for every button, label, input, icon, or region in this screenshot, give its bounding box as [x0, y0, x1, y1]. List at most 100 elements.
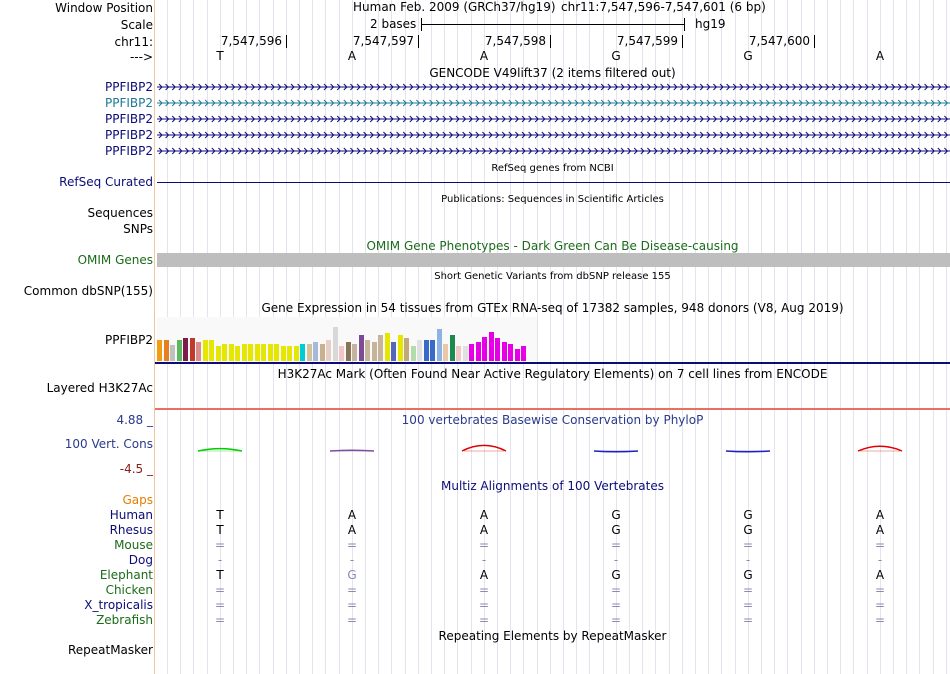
gtex-tissue-bar[interactable] — [443, 344, 449, 361]
gtex-tissue-bar[interactable] — [456, 346, 462, 361]
gtex-tissue-bar[interactable] — [430, 340, 436, 361]
gtex-tissue-bar[interactable] — [462, 346, 468, 361]
multiz-species-label[interactable]: Zebrafish — [96, 613, 153, 627]
refseq-label[interactable]: RefSeq Curated — [59, 175, 153, 189]
gtex-tissue-bar[interactable] — [384, 333, 390, 361]
gtex-tissue-bar[interactable] — [261, 344, 267, 361]
gtex-tissue-bar[interactable] — [488, 332, 494, 361]
gtex-tissue-bar[interactable] — [254, 344, 260, 361]
gtex-tissue-bar[interactable] — [365, 340, 371, 361]
multiz-species-label[interactable]: Mouse — [114, 538, 153, 552]
gencode-title[interactable]: GENCODE V49lift37 (2 items filtered out) — [429, 66, 676, 80]
gtex-tissue-bar[interactable] — [241, 344, 247, 361]
gtex-tissue-bar[interactable] — [391, 342, 397, 361]
gtex-tissue-bar[interactable] — [326, 340, 332, 361]
gtex-tissue-bar[interactable] — [332, 327, 338, 361]
repeatmasker-title[interactable]: Repeating Elements by RepeatMasker — [438, 629, 667, 643]
gtex-tissue-bar[interactable] — [358, 335, 364, 361]
gtex-tissue-bar[interactable] — [521, 346, 527, 361]
gtex-tissue-bar[interactable] — [319, 344, 325, 361]
gtex-tissue-bar[interactable] — [274, 344, 280, 361]
pubs-snps-label[interactable]: SNPs — [123, 222, 153, 236]
gtex-tissue-bar[interactable] — [300, 344, 306, 361]
multiz-species-label[interactable]: Elephant — [99, 568, 153, 582]
gencode-transcript-line[interactable] — [157, 114, 950, 124]
repeatmasker-label[interactable]: RepeatMasker — [67, 643, 153, 657]
gtex-label[interactable]: PPFIBP2 — [104, 333, 153, 347]
gtex-tissue-bar[interactable] — [176, 340, 182, 361]
h3k27ac-title[interactable]: H3K27Ac Mark (Often Found Near Active Re… — [277, 367, 828, 381]
phylop-plot[interactable] — [155, 432, 950, 472]
pubs-sequences-label[interactable]: Sequences — [87, 206, 153, 220]
phylop-score-mark[interactable] — [461, 444, 507, 452]
gtex-tissue-bar[interactable] — [157, 340, 163, 361]
h3k27ac-label[interactable]: Layered H3K27Ac — [46, 381, 153, 395]
gtex-tissue-bar[interactable] — [495, 338, 501, 361]
gencode-item-label[interactable]: PPFIBP2 — [104, 80, 153, 94]
gtex-tissue-bar[interactable] — [404, 338, 410, 361]
gtex-tissue-bar[interactable] — [449, 335, 455, 361]
gtex-tissue-bar[interactable] — [287, 346, 293, 361]
gtex-tissue-bar[interactable] — [514, 349, 520, 361]
gtex-tissue-bar[interactable] — [482, 337, 488, 361]
multiz-species-label[interactable]: Human — [109, 508, 153, 522]
gtex-tissue-bar[interactable] — [339, 346, 345, 361]
gencode-item-label[interactable]: PPFIBP2 — [104, 112, 153, 126]
phylop-score-mark[interactable] — [857, 445, 903, 452]
dbsnp-title[interactable]: Short Genetic Variants from dbSNP releas… — [434, 271, 671, 282]
gtex-tissue-bar[interactable] — [209, 340, 215, 361]
gtex-tissue-bar[interactable] — [436, 329, 442, 361]
phylop-title[interactable]: 100 vertebrates Basewise Conservation by… — [401, 413, 704, 427]
gtex-tissue-bar[interactable] — [508, 344, 514, 361]
gtex-tissue-bar[interactable] — [267, 344, 273, 361]
multiz-species-label[interactable]: Dog — [128, 553, 153, 567]
multiz-species-label[interactable]: Rhesus — [109, 523, 153, 537]
gencode-item-label[interactable]: PPFIBP2 — [104, 144, 153, 158]
gencode-transcript-line[interactable] — [157, 98, 950, 108]
gtex-tissue-bar[interactable] — [371, 342, 377, 361]
gtex-tissue-bar[interactable] — [183, 338, 189, 361]
gtex-tissue-bar[interactable] — [313, 342, 319, 361]
gtex-tissue-bar[interactable] — [170, 345, 176, 361]
dbsnp-label[interactable]: Common dbSNP(155) — [23, 284, 153, 298]
gtex-tissue-bar[interactable] — [352, 344, 358, 361]
h3k27ac-signal-line[interactable] — [155, 408, 950, 410]
omim-title[interactable]: OMIM Gene Phenotypes - Dark Green Can Be… — [366, 239, 739, 253]
multiz-species-label[interactable]: X_tropicalis — [84, 598, 153, 612]
refseq-gene-line[interactable] — [157, 182, 950, 183]
omim-phenotype-bar[interactable] — [157, 253, 950, 267]
gtex-tissue-bar[interactable] — [397, 335, 403, 361]
pubs-title[interactable]: Publications: Sequences in Scientific Ar… — [441, 194, 664, 205]
multiz-species-label[interactable]: Chicken — [105, 583, 153, 597]
phylop-score-mark[interactable] — [197, 447, 243, 452]
gtex-tissue-bar[interactable] — [189, 338, 195, 361]
phylop-score-mark[interactable] — [593, 450, 639, 453]
gencode-transcript-line[interactable] — [157, 82, 950, 92]
gencode-item-label[interactable]: PPFIBP2 — [104, 96, 153, 110]
gtex-title[interactable]: Gene Expression in 54 tissues from GTEx … — [261, 301, 844, 315]
gtex-tissue-bar[interactable] — [306, 344, 312, 361]
gtex-tissue-bar[interactable] — [423, 340, 429, 361]
gtex-tissue-bar[interactable] — [410, 346, 416, 361]
gtex-tissue-bar[interactable] — [475, 342, 481, 361]
gtex-tissue-bar[interactable] — [228, 344, 234, 361]
gtex-tissue-bar[interactable] — [417, 340, 423, 361]
gtex-tissue-bar[interactable] — [215, 346, 221, 361]
refseq-title[interactable]: RefSeq genes from NCBI — [491, 163, 614, 174]
gtex-tissue-bar[interactable] — [248, 344, 254, 361]
gtex-tissue-bar[interactable] — [196, 342, 202, 361]
gtex-tissue-bar[interactable] — [345, 342, 351, 361]
gencode-transcript-line[interactable] — [157, 146, 950, 156]
gtex-tissue-bar[interactable] — [501, 342, 507, 361]
gtex-tissue-bar[interactable] — [280, 346, 286, 361]
gencode-transcript-line[interactable] — [157, 130, 950, 140]
gtex-tissue-bar[interactable] — [202, 340, 208, 361]
gtex-tissue-bar[interactable] — [163, 340, 169, 361]
gtex-tissue-bar[interactable] — [293, 346, 299, 361]
gtex-tissue-bar[interactable] — [378, 335, 384, 361]
gtex-tissue-bar[interactable] — [235, 346, 241, 361]
gtex-tissue-bar[interactable] — [469, 344, 475, 361]
phylop-score-mark[interactable] — [725, 450, 771, 453]
gencode-item-label[interactable]: PPFIBP2 — [104, 128, 153, 142]
